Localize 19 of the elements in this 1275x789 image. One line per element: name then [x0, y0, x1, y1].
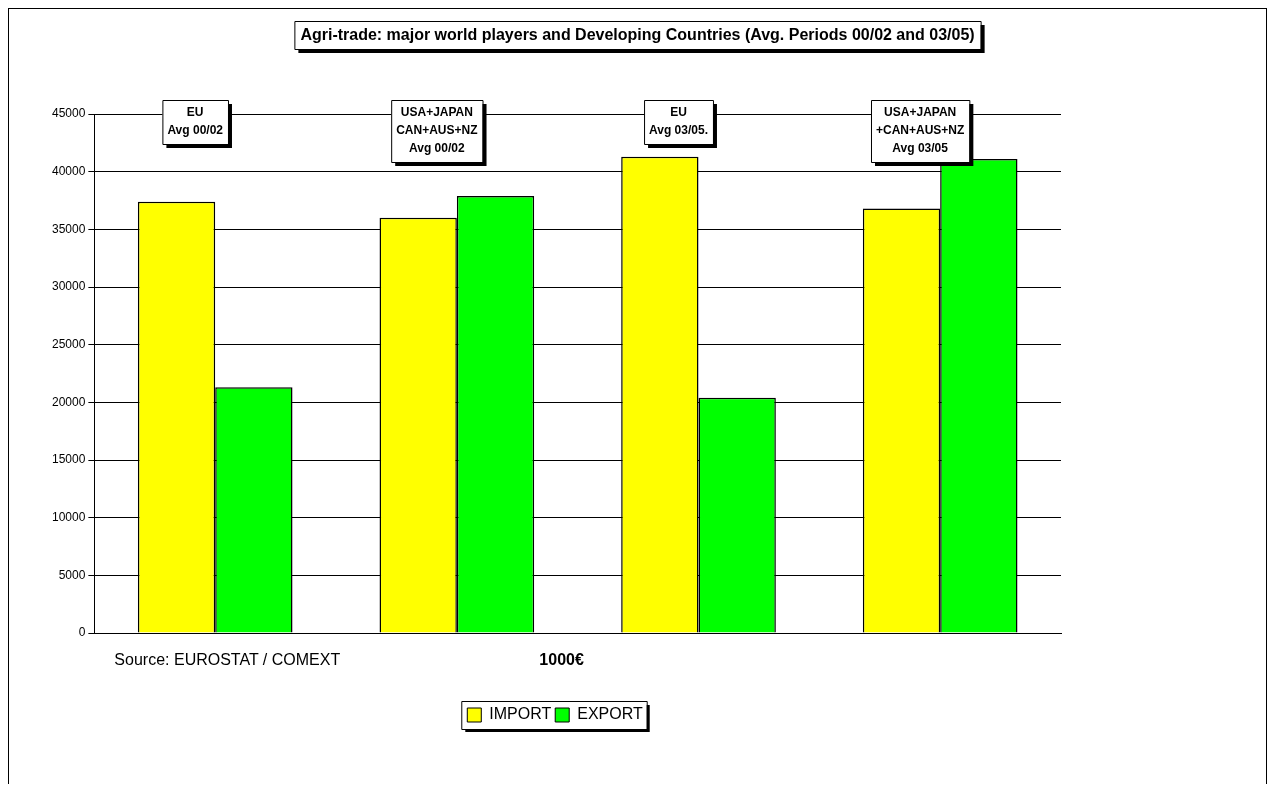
x-tick-label: EU Avg 00/02: [167, 105, 224, 138]
y-tick-label: 30000: [51, 279, 86, 294]
text: 1000€: [539, 651, 584, 669]
y-tick-label: 45000: [51, 106, 86, 121]
y-tick-label: 5000: [58, 567, 86, 582]
legend-label: IMPORT: [489, 705, 552, 723]
x-tick-label: USA+JAPAN +CAN+AUS+NZ Avg 03/05: [875, 105, 965, 156]
y-tick-label: 20000: [51, 394, 86, 409]
x-tick-label: USA+JAPAN CAN+AUS+NZ Avg 00/02: [396, 105, 478, 156]
legend-label: EXPORT: [577, 705, 643, 723]
y-tick-label: 40000: [51, 163, 86, 178]
chart-title: Agri-trade: major world players and Developing Countries (Avg. Periods 00/02 and 03/05): [300, 26, 975, 44]
source-note: Source: EUROSTAT / COMEXT: [114, 651, 341, 669]
y-tick-label: 10000: [51, 509, 86, 524]
y-tick-label: 25000: [51, 336, 86, 351]
x-tick-label: EU Avg 03/05.: [649, 105, 708, 138]
y-tick-label: 15000: [51, 452, 86, 467]
y-tick-label: 35000: [51, 221, 86, 236]
y-tick-label: 0: [78, 625, 86, 640]
